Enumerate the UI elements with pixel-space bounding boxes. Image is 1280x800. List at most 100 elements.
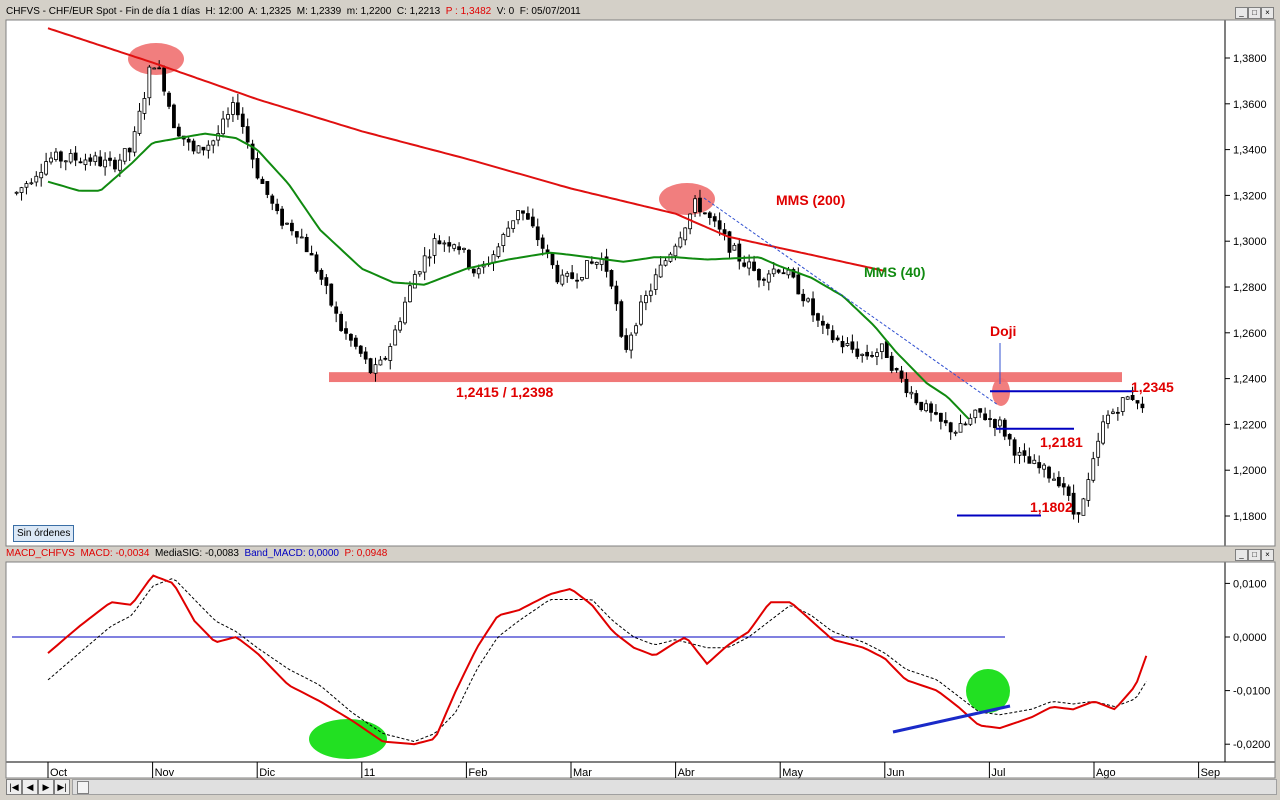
macd-name-label: MACD_CHFVS — [6, 548, 75, 559]
candle-body — [176, 126, 181, 137]
candle-body — [909, 391, 914, 395]
candle-body — [226, 114, 230, 120]
close-button[interactable]: × — [1261, 7, 1274, 19]
candle-body — [683, 227, 688, 241]
candle-body — [1135, 400, 1140, 404]
candle-body — [1012, 439, 1017, 456]
candle-body — [894, 368, 899, 371]
instrument-label: CHF/EUR Spot — [48, 6, 117, 17]
candle-body — [29, 182, 34, 185]
minimize-button[interactable]: _ — [1235, 7, 1248, 19]
candle-body — [924, 403, 929, 412]
candle-body — [117, 159, 122, 171]
close-label: C: 1,2213 — [396, 6, 441, 17]
candle-body — [575, 279, 579, 282]
doji-highlight — [992, 378, 1010, 406]
candle-body — [555, 264, 560, 283]
candle-body — [584, 260, 589, 279]
candle-body — [231, 102, 235, 115]
candle-body — [235, 102, 240, 116]
candle-body — [545, 249, 550, 254]
price-tick-label: 1,2600 — [1233, 328, 1267, 340]
candle-body — [1042, 464, 1047, 470]
candle-body — [884, 341, 889, 359]
price-tick-label: 1,3200 — [1233, 190, 1267, 202]
candle-body — [1066, 486, 1071, 496]
candle-body — [1111, 411, 1115, 414]
candle-body — [943, 420, 948, 424]
candle-body — [245, 126, 250, 143]
price-plot-area — [6, 20, 1225, 546]
candle-body — [78, 161, 83, 164]
candle-body — [624, 335, 629, 350]
candle-body — [1037, 462, 1042, 469]
price-tick-label: 1,2200 — [1233, 419, 1267, 431]
open-label: A: 1,2325 — [248, 6, 292, 17]
time-tick-label: Oct — [50, 767, 67, 779]
band-value-label: Band_MACD: 0,0000 — [244, 548, 339, 559]
candle-body — [983, 413, 988, 421]
candle-body — [1106, 414, 1110, 424]
support-band — [329, 372, 1122, 383]
candle-body — [988, 418, 992, 420]
candle-body — [757, 269, 761, 281]
horizontal-scrollbar[interactable] — [72, 779, 1277, 795]
candle-body — [993, 419, 997, 429]
nav-last-button[interactable]: ▶| — [54, 779, 70, 795]
candle-body — [491, 254, 496, 264]
level-12345-label: 1,2345 — [1131, 379, 1174, 395]
candle-body — [358, 345, 363, 354]
nov-top-highlight — [128, 43, 184, 75]
candle-body — [648, 290, 653, 296]
candle-body — [1101, 421, 1106, 444]
candle-body — [565, 272, 570, 277]
candle-body — [791, 269, 796, 278]
candle-body — [186, 138, 191, 143]
candle-body — [929, 403, 933, 413]
candle-body — [835, 337, 840, 341]
maximize-button[interactable]: □ — [1248, 7, 1261, 19]
date-label: F: 05/07/2011 — [519, 6, 581, 17]
candle-body — [865, 351, 870, 357]
candle-body — [727, 231, 732, 253]
candle-body — [383, 357, 388, 360]
time-tick-label: Abr — [678, 767, 695, 779]
candle-body — [934, 412, 938, 415]
candle-body — [820, 320, 825, 326]
candle-body — [850, 341, 855, 350]
candle-body — [1061, 483, 1066, 488]
candle-body — [373, 364, 378, 374]
candle-body — [1130, 394, 1135, 400]
candle-body — [334, 306, 339, 314]
candle-body — [378, 359, 383, 366]
macd-close-button[interactable]: × — [1261, 549, 1274, 561]
nav-next-button[interactable]: ▶ — [38, 779, 54, 795]
nav-first-button[interactable]: |◀ — [6, 779, 22, 795]
candle-body — [481, 263, 486, 268]
candle-body — [471, 268, 476, 274]
sin-ordenes-badge[interactable]: Sin órdenes — [13, 525, 75, 542]
mms40-line — [47, 132, 970, 420]
candle-body — [811, 298, 815, 316]
candle-body — [747, 261, 752, 269]
candle-body — [860, 353, 865, 356]
time-tick-label: Nov — [155, 767, 175, 779]
scrollbar-thumb[interactable] — [77, 781, 89, 794]
candle-body — [393, 329, 398, 346]
candle-body — [914, 393, 919, 404]
macd-maximize-button[interactable]: □ — [1248, 549, 1261, 561]
price-tick-label: 1,2000 — [1233, 465, 1267, 477]
signal-value-label: MediaSIG: -0,0083 — [154, 548, 239, 559]
candle-body — [275, 203, 280, 212]
macd-tick-label: -0,0200 — [1233, 739, 1270, 751]
candle-body — [1056, 476, 1061, 487]
macd-minimize-button[interactable]: _ — [1235, 549, 1248, 561]
candle-body — [39, 171, 44, 179]
candle-body — [599, 258, 604, 265]
price-tick-label: 1,2400 — [1233, 374, 1267, 386]
candle-body — [968, 417, 973, 425]
candle-body — [742, 262, 747, 267]
macd-dic-highlight — [309, 719, 387, 759]
macd-jul-highlight — [966, 669, 1010, 713]
nav-prev-button[interactable]: ◀ — [22, 779, 38, 795]
